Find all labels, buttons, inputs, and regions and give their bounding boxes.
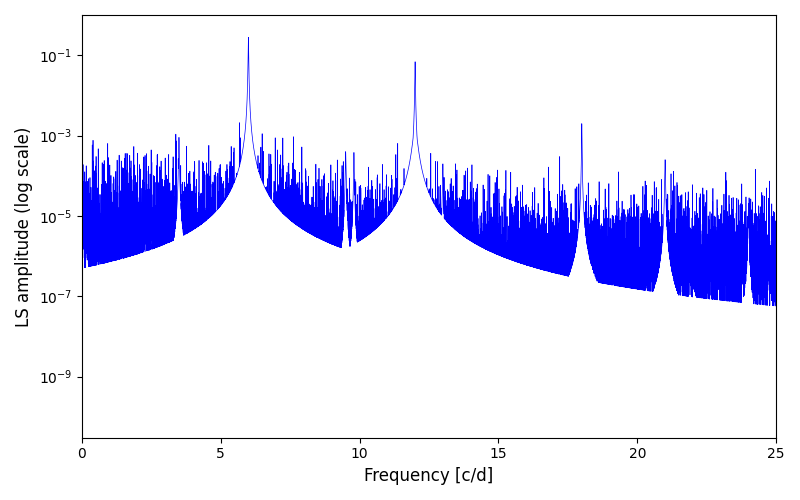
X-axis label: Frequency [c/d]: Frequency [c/d] bbox=[364, 467, 494, 485]
Y-axis label: LS amplitude (log scale): LS amplitude (log scale) bbox=[15, 126, 33, 326]
